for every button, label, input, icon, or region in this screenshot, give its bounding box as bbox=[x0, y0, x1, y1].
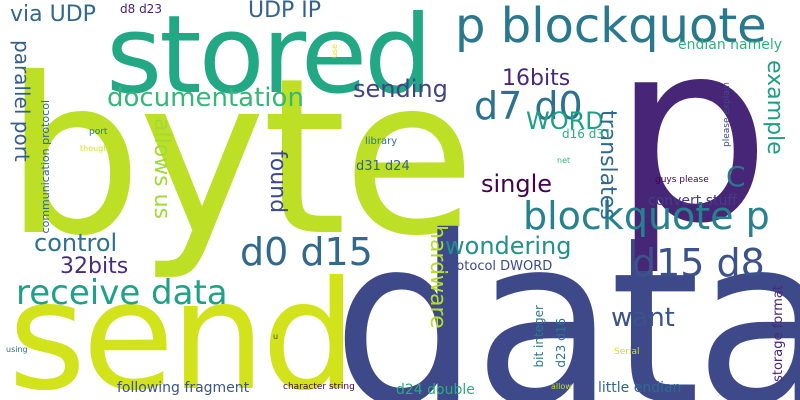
word: d24 double bbox=[396, 382, 475, 398]
word: bit integer bbox=[532, 305, 546, 368]
word: stored bbox=[106, 0, 433, 118]
word: data bbox=[332, 187, 800, 400]
word: 32bits bbox=[60, 254, 129, 279]
word: d16 d31 bbox=[562, 127, 612, 141]
word: found bbox=[265, 150, 290, 214]
word: net bbox=[557, 156, 571, 165]
word: d15 d8 bbox=[632, 241, 765, 285]
word: hardware bbox=[425, 225, 450, 329]
word: port bbox=[89, 127, 108, 137]
word: single bbox=[481, 170, 553, 198]
word: following fragment bbox=[117, 380, 250, 396]
word: blockquote p bbox=[523, 194, 770, 238]
word: translates bbox=[595, 110, 620, 220]
word: communication protocol bbox=[39, 100, 52, 234]
word: allow bbox=[551, 382, 572, 391]
word: d0 d15 bbox=[240, 230, 373, 274]
word: 16bits bbox=[502, 66, 571, 91]
word: though bbox=[80, 144, 109, 153]
word: please explain bbox=[722, 82, 732, 147]
word: u bbox=[273, 332, 279, 341]
word: guys please bbox=[655, 175, 709, 185]
word: p blockquote bbox=[455, 0, 767, 54]
word: character string bbox=[283, 382, 355, 392]
word: wondering bbox=[445, 232, 572, 260]
word: WORD bbox=[526, 107, 604, 135]
word: Serial bbox=[614, 347, 640, 357]
word: d7 d0 bbox=[474, 84, 583, 128]
word: want bbox=[611, 303, 675, 333]
word: little endian bbox=[598, 380, 682, 396]
word: parallel port bbox=[10, 40, 34, 162]
word: storage format bbox=[771, 285, 786, 382]
word: endian namely bbox=[678, 37, 783, 53]
word: library bbox=[365, 136, 398, 147]
word: p bbox=[612, 0, 771, 278]
word: convert stuff bbox=[648, 193, 738, 209]
word: via UDP bbox=[10, 2, 96, 27]
word: protocol DWORD bbox=[443, 259, 553, 274]
word: allows us bbox=[149, 118, 174, 220]
word: example bbox=[762, 60, 787, 155]
word: C bbox=[726, 160, 746, 193]
word: d31 d24 bbox=[356, 159, 410, 174]
word: receive data bbox=[16, 273, 228, 313]
word: control bbox=[34, 229, 118, 257]
word: UDP IP bbox=[248, 0, 322, 23]
word: use bbox=[330, 44, 339, 59]
word: byte bbox=[5, 32, 476, 283]
word: sending bbox=[353, 75, 448, 103]
word: d8 d23 bbox=[120, 2, 162, 16]
word: using bbox=[6, 345, 28, 354]
word: documentation bbox=[107, 83, 304, 113]
word: d23 d16 bbox=[554, 318, 568, 368]
word: send bbox=[8, 250, 357, 400]
